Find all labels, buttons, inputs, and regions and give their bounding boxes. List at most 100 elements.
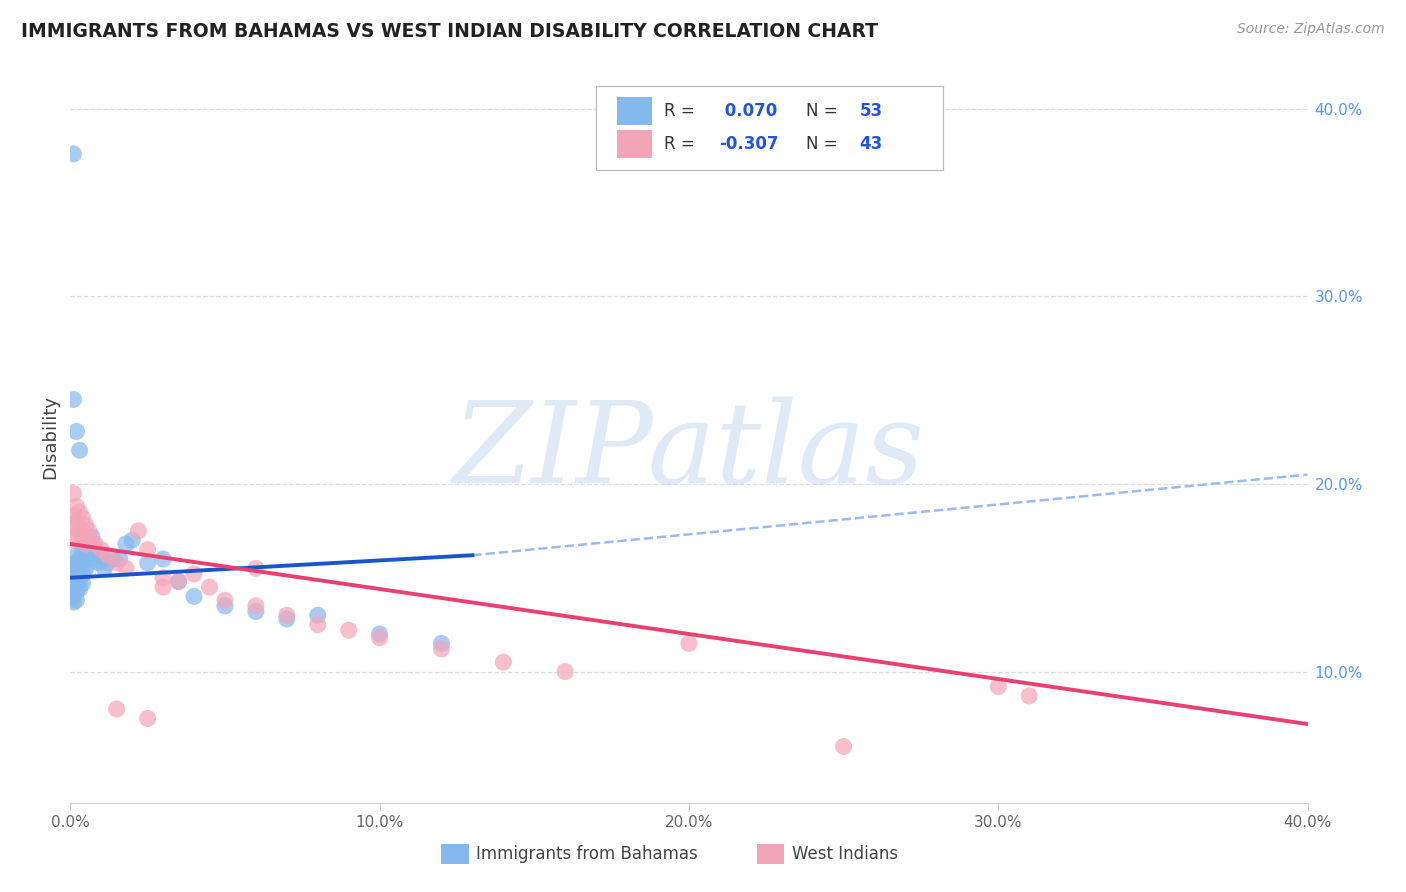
Point — [136, 556, 159, 570]
Point — [69, 582, 91, 596]
Point — [72, 576, 94, 591]
Point — [127, 524, 149, 538]
Point — [105, 702, 128, 716]
Point — [65, 548, 87, 562]
Text: IMMIGRANTS FROM BAHAMAS VS WEST INDIAN DISABILITY CORRELATION CHART: IMMIGRANTS FROM BAHAMAS VS WEST INDIAN D… — [21, 22, 879, 41]
Point — [77, 556, 100, 570]
Point — [80, 533, 103, 548]
Point — [245, 605, 267, 619]
Point — [75, 548, 97, 562]
FancyBboxPatch shape — [617, 97, 652, 125]
Point — [62, 580, 84, 594]
Text: N =: N = — [807, 135, 844, 153]
Point — [65, 500, 87, 514]
Point — [87, 556, 110, 570]
Point — [90, 548, 112, 562]
Point — [75, 518, 97, 533]
Point — [121, 533, 143, 548]
Text: R =: R = — [664, 102, 700, 120]
Point — [152, 552, 174, 566]
Text: West Indians: West Indians — [792, 845, 898, 863]
Point — [307, 617, 329, 632]
Point — [80, 529, 103, 543]
Point — [198, 580, 221, 594]
Point — [337, 624, 360, 638]
Point — [1018, 689, 1040, 703]
Point — [69, 574, 91, 589]
Point — [167, 574, 190, 589]
Point — [62, 561, 84, 575]
Point — [368, 631, 391, 645]
Point — [65, 573, 87, 587]
Point — [152, 571, 174, 585]
Point — [75, 561, 97, 575]
FancyBboxPatch shape — [756, 844, 785, 864]
Point — [152, 580, 174, 594]
Point — [72, 529, 94, 543]
Point — [65, 515, 87, 529]
Y-axis label: Disability: Disability — [41, 395, 59, 479]
Text: R =: R = — [664, 135, 700, 153]
Point — [69, 563, 91, 577]
Point — [65, 527, 87, 541]
Point — [62, 583, 84, 598]
Point — [65, 425, 87, 439]
Text: 0.070: 0.070 — [718, 102, 778, 120]
Point — [93, 561, 115, 575]
Point — [245, 561, 267, 575]
Point — [136, 711, 159, 725]
Point — [307, 608, 329, 623]
Point — [105, 556, 128, 570]
Point — [832, 739, 855, 754]
Point — [115, 537, 138, 551]
Point — [62, 392, 84, 407]
Point — [69, 558, 91, 572]
Point — [65, 566, 87, 581]
Point — [65, 593, 87, 607]
Point — [72, 510, 94, 524]
Point — [72, 566, 94, 581]
Point — [75, 537, 97, 551]
Point — [65, 578, 87, 592]
Point — [103, 552, 125, 566]
Point — [77, 537, 100, 551]
Point — [430, 636, 453, 650]
Point — [183, 566, 205, 581]
FancyBboxPatch shape — [441, 844, 468, 864]
Point — [77, 524, 100, 538]
Point — [62, 595, 84, 609]
Point — [72, 542, 94, 557]
Point — [65, 561, 87, 575]
Point — [69, 524, 91, 538]
Point — [75, 533, 97, 548]
Point — [62, 590, 84, 604]
Point — [84, 542, 107, 557]
Point — [136, 542, 159, 557]
Point — [69, 443, 91, 458]
FancyBboxPatch shape — [596, 86, 942, 170]
Point — [80, 552, 103, 566]
Point — [214, 593, 236, 607]
Point — [69, 505, 91, 519]
Point — [65, 583, 87, 598]
Point — [368, 627, 391, 641]
Point — [62, 533, 84, 548]
Point — [492, 655, 515, 669]
Point — [430, 642, 453, 657]
Point — [84, 537, 107, 551]
Point — [276, 612, 298, 626]
Point — [62, 147, 84, 161]
Text: ZIPatlas: ZIPatlas — [453, 396, 925, 507]
Text: 43: 43 — [859, 135, 883, 153]
Point — [115, 561, 138, 575]
Point — [62, 574, 84, 589]
Point — [987, 680, 1010, 694]
Point — [245, 599, 267, 613]
Point — [214, 599, 236, 613]
Point — [167, 574, 190, 589]
Text: Source: ZipAtlas.com: Source: ZipAtlas.com — [1237, 22, 1385, 37]
Point — [62, 508, 84, 523]
Point — [96, 548, 118, 562]
Point — [554, 665, 576, 679]
Point — [96, 556, 118, 570]
